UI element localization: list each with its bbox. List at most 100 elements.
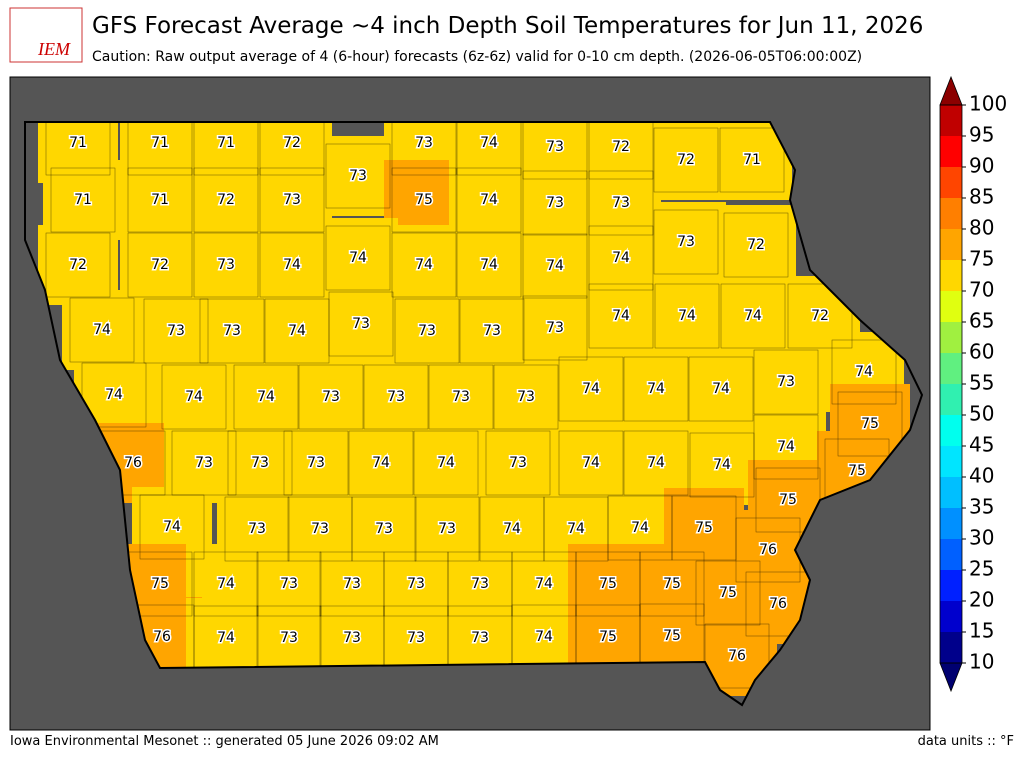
colorbar-bin <box>940 632 962 663</box>
county-border <box>522 122 588 180</box>
county-value: 73 <box>777 374 795 390</box>
county-border <box>588 225 654 291</box>
footer-right: data units :: °F <box>918 734 1014 749</box>
county-border <box>325 143 391 209</box>
county-border <box>325 225 391 291</box>
county-value: 76 <box>124 455 142 471</box>
county-value: 75 <box>695 520 713 536</box>
county-value: 73 <box>280 630 298 646</box>
county-value: 71 <box>151 192 169 208</box>
colorbar-label: 85 <box>969 185 994 209</box>
county-value: 74 <box>582 381 600 397</box>
county-border <box>127 122 193 176</box>
colorbar-label: 65 <box>969 309 994 333</box>
county-border <box>139 494 205 560</box>
county-border <box>753 349 819 415</box>
county-border <box>199 298 265 364</box>
county-value: 73 <box>195 455 213 471</box>
county-border <box>558 430 624 496</box>
colorbar-label: 40 <box>969 464 994 488</box>
title: GFS Forecast Average ~4 inch Depth Soil … <box>92 13 923 39</box>
county-value: 73 <box>248 521 266 537</box>
colorbar-label: 15 <box>969 619 994 643</box>
colorbar-label: 95 <box>969 123 994 147</box>
county-value: 74 <box>582 455 600 471</box>
colorbar-bin <box>940 477 962 508</box>
county-value: 74 <box>535 576 553 592</box>
county-value: 71 <box>217 135 235 151</box>
county-value: 74 <box>612 308 630 324</box>
colorbar-bin <box>940 415 962 446</box>
county-value: 76 <box>769 596 787 612</box>
county-labels: 71 71 71 72 73 74 73 72 72 71 73 71 71 72 73 75 74 73 73 73… <box>68 134 881 666</box>
county-border <box>127 232 193 298</box>
colorbar-label: 45 <box>969 433 994 457</box>
county-border <box>127 167 193 233</box>
county-value: 74 <box>288 323 306 339</box>
county-border <box>493 364 559 430</box>
county-value: 72 <box>151 257 169 273</box>
county-value: 75 <box>599 576 617 592</box>
colorbar-bin <box>940 539 962 570</box>
county-value: 71 <box>74 192 92 208</box>
county-value: 73 <box>471 576 489 592</box>
county-value: 72 <box>217 192 235 208</box>
county-value: 73 <box>612 195 630 211</box>
county-value: 73 <box>343 576 361 592</box>
county-value: 74 <box>678 308 696 324</box>
county-value: 74 <box>105 387 123 403</box>
colorbar-bin <box>940 322 962 353</box>
county-value: 73 <box>677 234 695 250</box>
county-border <box>688 356 754 422</box>
county-border <box>456 232 522 298</box>
county-value: 76 <box>728 648 746 664</box>
county-border <box>456 167 522 233</box>
county-value: 76 <box>153 629 171 645</box>
county-value: 74 <box>185 389 203 405</box>
colorbar-label: 10 <box>969 650 994 674</box>
colorbar-label: 20 <box>969 588 994 612</box>
county-value: 74 <box>349 250 367 266</box>
county-border <box>428 364 494 430</box>
county-border <box>522 233 588 299</box>
county-value: 73 <box>343 630 361 646</box>
colorbar-label: 80 <box>969 216 994 240</box>
county-border <box>653 209 719 275</box>
county-value: 74 <box>163 519 181 535</box>
county-value: 71 <box>151 135 169 151</box>
county-border <box>259 232 325 298</box>
county-border <box>50 167 116 233</box>
county-border <box>193 232 259 298</box>
county-border <box>639 551 705 617</box>
county-border <box>723 212 789 278</box>
county-border <box>143 298 209 364</box>
colorbar-bin <box>940 198 962 229</box>
county-border <box>161 364 227 430</box>
county-border <box>391 167 457 233</box>
county-value: 73 <box>452 389 470 405</box>
county-value: 74 <box>93 322 111 338</box>
county-value: 72 <box>811 308 829 324</box>
county-value: 73 <box>375 521 393 537</box>
county-border <box>654 283 720 349</box>
county-value: 74 <box>713 457 731 473</box>
county-border <box>485 430 551 496</box>
county-value: 74 <box>855 364 873 380</box>
colorbar-label: 55 <box>969 371 994 395</box>
county-value: 73 <box>322 389 340 405</box>
colorbar-label: 50 <box>969 402 994 426</box>
county-border <box>704 623 770 689</box>
county-value: 72 <box>612 139 630 155</box>
county-border <box>831 339 897 405</box>
county-border <box>588 122 654 180</box>
county-value: 74 <box>480 192 498 208</box>
county-value: 74 <box>712 381 730 397</box>
county-border <box>45 122 111 176</box>
county-border <box>413 430 479 496</box>
county-value: 73 <box>517 389 535 405</box>
colorbar-label: 60 <box>969 340 994 364</box>
county-border <box>588 283 654 349</box>
county-border <box>522 295 588 361</box>
colorbar-over <box>939 75 963 106</box>
